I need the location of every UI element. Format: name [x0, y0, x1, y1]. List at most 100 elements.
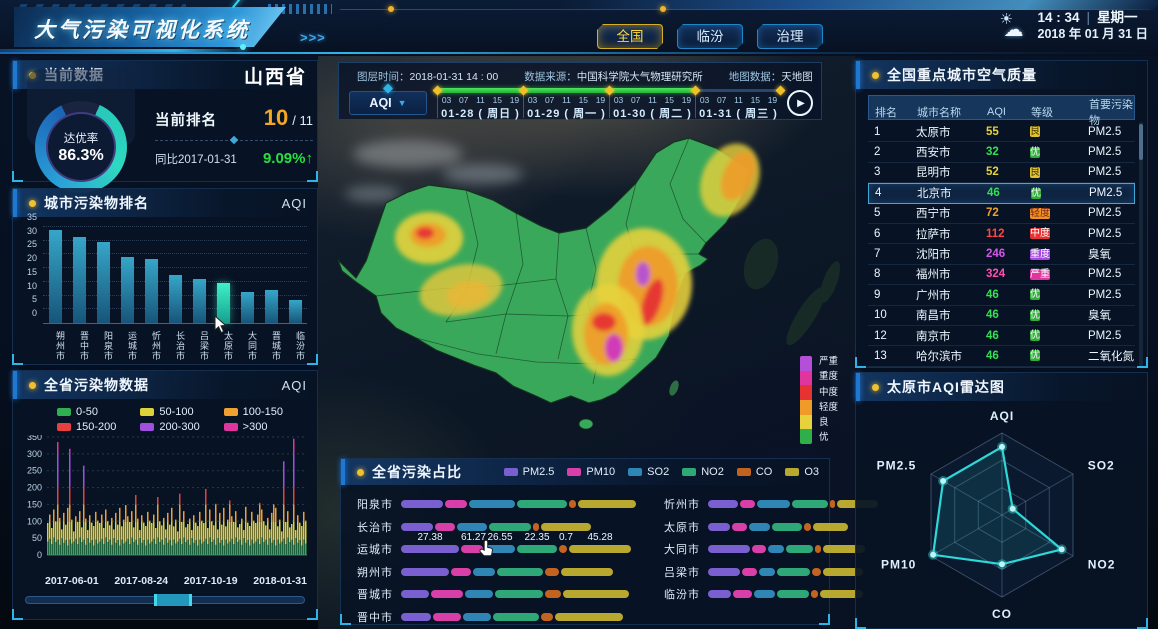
seg-NO2[interactable] [493, 612, 539, 621]
city-bar-吕梁市[interactable] [192, 279, 206, 323]
seg-CO[interactable] [545, 567, 559, 576]
city-bar-运城市[interactable] [120, 257, 134, 323]
share-row-临汾市[interactable]: 临汾市 [652, 583, 878, 606]
seg-SO2[interactable] [768, 545, 784, 554]
seg-O3[interactable] [578, 500, 636, 509]
table-row-福州市[interactable]: 8 福州市 324 严重 PM2.5 [868, 265, 1135, 286]
share-row-大同市[interactable]: 大同市 [652, 538, 878, 561]
seg-PM2.5[interactable] [708, 522, 730, 531]
seg-NO2[interactable] [497, 567, 543, 576]
seg-CO[interactable] [812, 567, 821, 576]
seg-PM2.5[interactable] [401, 567, 449, 576]
seg-SO2[interactable] [469, 500, 515, 509]
seg-SO2[interactable] [463, 612, 491, 621]
seg-SO2[interactable] [465, 590, 493, 599]
seg-CO[interactable] [559, 545, 567, 554]
timeline-day-01-28[interactable]: 03 07 11 15 19 01-28 ( 周日 ) [432, 85, 523, 120]
seg-CO[interactable] [829, 500, 836, 509]
play-button[interactable]: ▶ [787, 90, 813, 116]
seg-PM2.5[interactable] [401, 590, 429, 599]
seg-SO2[interactable] [749, 522, 770, 531]
metric-dropdown[interactable]: AQI ▼ [349, 83, 427, 115]
legend->300[interactable]: >300 [223, 421, 303, 433]
seg-O3[interactable] [822, 567, 864, 576]
tab-全国[interactable]: 全国 [597, 24, 663, 49]
city-bar-晋城市[interactable] [264, 290, 278, 323]
table-row-哈尔滨市[interactable]: 13 哈尔滨市 46 优二氧化氮 [868, 346, 1135, 367]
seg-PM10[interactable] [433, 612, 461, 621]
seg-PM10[interactable] [731, 522, 748, 531]
seg-O3[interactable] [823, 545, 865, 554]
seg-PM10[interactable] [451, 567, 471, 576]
seg-SO2[interactable] [753, 590, 776, 599]
seg-PM10[interactable] [435, 522, 455, 531]
share-row-朔州市[interactable]: 朔州市 [345, 561, 636, 584]
table-row-广州市[interactable]: 9 广州市 46 优 PM2.5 [868, 285, 1135, 306]
table-row-南昌市[interactable]: 10 南昌市 46 优臭氧 [868, 306, 1135, 326]
legend-200-300[interactable]: 200-300 [140, 421, 219, 433]
seg-PM2.5[interactable] [401, 500, 443, 509]
legend-150-200[interactable]: 150-200 [57, 421, 136, 433]
city-bar-长治市[interactable] [168, 275, 182, 323]
city-bar-大同市[interactable] [240, 291, 254, 323]
seg-CO[interactable] [815, 545, 822, 554]
seg-PM10[interactable] [461, 545, 483, 554]
seg-O3[interactable] [569, 545, 631, 554]
table-row-拉萨市[interactable]: 6 拉萨市 112 中度 PM2.5 [868, 224, 1135, 245]
seg-NO2[interactable] [489, 522, 531, 531]
legend-100-150[interactable]: 100-150 [223, 406, 303, 418]
seg-O3[interactable] [541, 522, 591, 531]
legend-CO[interactable]: CO [736, 466, 772, 478]
seg-CO[interactable] [810, 590, 819, 599]
seg-O3[interactable] [561, 567, 613, 576]
table-row-西安市[interactable]: 2 西安市 32 优 PM2.5 [868, 142, 1135, 163]
seg-CO[interactable] [569, 500, 576, 509]
share-row-忻州市[interactable]: 忻州市 [652, 493, 878, 516]
seg-SO2[interactable] [759, 567, 776, 576]
seg-SO2[interactable] [485, 545, 515, 554]
legend-50-100[interactable]: 50-100 [140, 406, 219, 418]
timeline-day-01-31[interactable]: 03 07 11 15 19 01-31 ( 周三 ) [690, 85, 781, 120]
seg-O3[interactable] [820, 590, 864, 599]
city-bar-太原市[interactable] [216, 283, 230, 323]
table-row-昆明市[interactable]: 3 昆明市 52 良 PM2.5 [868, 163, 1135, 184]
legend-0-50[interactable]: 0-50 [57, 406, 136, 418]
seg-O3[interactable] [555, 612, 623, 621]
seg-SO2[interactable] [457, 522, 487, 531]
seg-PM2.5[interactable] [708, 545, 750, 554]
seg-NO2[interactable] [771, 522, 802, 531]
timeline-day-01-29[interactable]: 03 07 11 15 19 01-29 ( 周一 ) [518, 85, 609, 120]
seg-NO2[interactable] [495, 590, 543, 599]
seg-NO2[interactable] [517, 500, 567, 509]
seg-PM2.5[interactable] [708, 590, 731, 599]
legend-O3[interactable]: O3 [785, 466, 819, 478]
share-row-太原市[interactable]: 太原市 [652, 516, 878, 539]
seg-PM10[interactable] [445, 500, 467, 509]
table-row-西宁市[interactable]: 5 西宁市 72 轻度 PM2.5 [868, 204, 1135, 224]
city-bar-朔州市[interactable] [48, 229, 62, 323]
table-row-太原市[interactable]: 1 太原市 55 良 PM2.5 [868, 122, 1135, 143]
tab-治理[interactable]: 治理 [757, 24, 823, 49]
seg-PM10[interactable] [751, 545, 767, 554]
seg-NO2[interactable] [791, 500, 828, 509]
seg-CO[interactable] [803, 522, 811, 531]
seg-PM10[interactable] [741, 567, 758, 576]
timeline-day-01-30[interactable]: 03 07 11 15 19 01-30 ( 周二 ) [604, 85, 695, 120]
seg-CO[interactable] [533, 522, 539, 531]
seg-PM10[interactable] [431, 590, 463, 599]
table-row-北京市[interactable]: 4 北京市 46 优 PM2.5 [868, 183, 1135, 204]
seg-O3[interactable] [812, 522, 848, 531]
seg-NO2[interactable] [517, 545, 557, 554]
table-row-沈阳市[interactable]: 7 沈阳市 246 重度 臭氧 [868, 244, 1135, 265]
seg-NO2[interactable] [777, 567, 811, 576]
seg-CO[interactable] [545, 590, 561, 599]
tab-临汾[interactable]: 临汾 [677, 24, 743, 49]
seg-O3[interactable] [563, 590, 629, 599]
legend-SO2[interactable]: SO2 [628, 466, 669, 478]
city-bar-晋中市[interactable] [72, 236, 86, 323]
legend-NO2[interactable]: NO2 [682, 466, 724, 478]
seg-PM10[interactable] [733, 590, 752, 599]
seg-CO[interactable] [541, 612, 553, 621]
seg-PM2.5[interactable] [401, 612, 431, 621]
table-scrollbar[interactable] [1139, 122, 1143, 367]
